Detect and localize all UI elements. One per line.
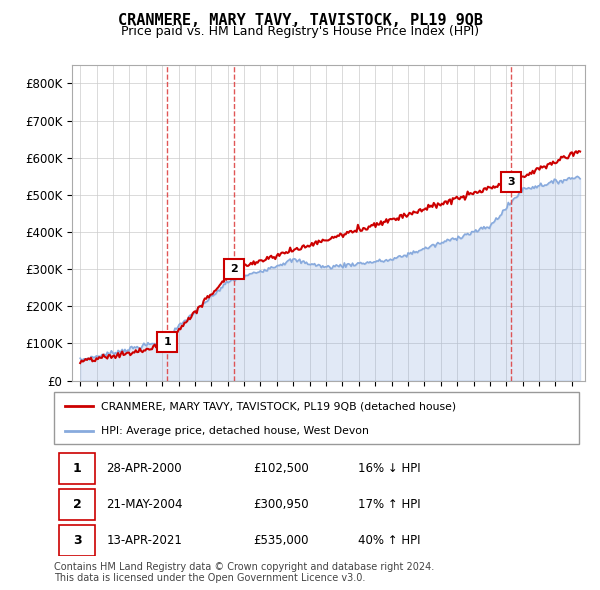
Text: 21-MAY-2004: 21-MAY-2004 — [107, 498, 183, 511]
Text: 1: 1 — [73, 462, 82, 475]
Text: 1: 1 — [164, 337, 171, 348]
Text: 17% ↑ HPI: 17% ↑ HPI — [359, 498, 421, 511]
Text: 16% ↓ HPI: 16% ↓ HPI — [359, 462, 421, 475]
Text: Contains HM Land Registry data © Crown copyright and database right 2024.
This d: Contains HM Land Registry data © Crown c… — [54, 562, 434, 584]
Text: £102,500: £102,500 — [254, 462, 309, 475]
FancyBboxPatch shape — [59, 525, 95, 556]
Text: Price paid vs. HM Land Registry's House Price Index (HPI): Price paid vs. HM Land Registry's House … — [121, 25, 479, 38]
FancyBboxPatch shape — [54, 392, 579, 444]
Text: CRANMERE, MARY TAVY, TAVISTOCK, PL19 9QB: CRANMERE, MARY TAVY, TAVISTOCK, PL19 9QB — [118, 13, 482, 28]
Text: £300,950: £300,950 — [254, 498, 309, 511]
Text: HPI: Average price, detached house, West Devon: HPI: Average price, detached house, West… — [101, 426, 369, 435]
Text: 3: 3 — [507, 177, 515, 187]
FancyBboxPatch shape — [59, 489, 95, 520]
Text: CRANMERE, MARY TAVY, TAVISTOCK, PL19 9QB (detached house): CRANMERE, MARY TAVY, TAVISTOCK, PL19 9QB… — [101, 401, 457, 411]
Text: 28-APR-2000: 28-APR-2000 — [107, 462, 182, 475]
Text: £535,000: £535,000 — [254, 534, 309, 547]
Text: 13-APR-2021: 13-APR-2021 — [107, 534, 182, 547]
Text: 3: 3 — [73, 534, 82, 547]
Text: 2: 2 — [73, 498, 82, 511]
Text: 40% ↑ HPI: 40% ↑ HPI — [359, 534, 421, 547]
Text: 2: 2 — [230, 264, 238, 274]
FancyBboxPatch shape — [59, 453, 95, 484]
